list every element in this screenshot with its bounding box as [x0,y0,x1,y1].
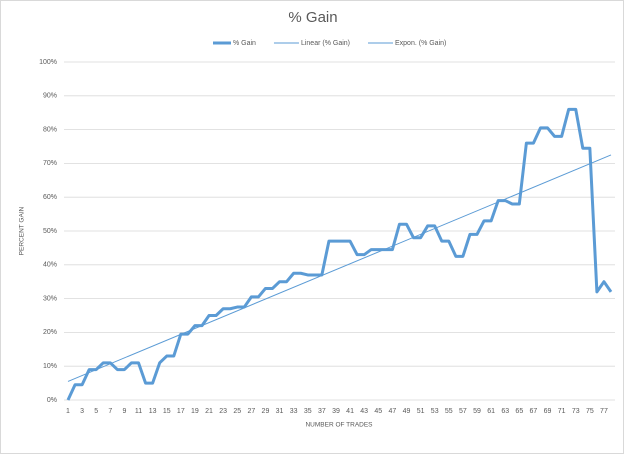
x-tick-label: 5 [94,408,98,415]
x-tick-label: 19 [191,408,199,415]
x-tick-label: 45 [374,408,382,415]
x-tick-label: 13 [149,408,157,415]
y-tick-label: 10% [43,363,57,370]
x-tick-label: 61 [487,408,495,415]
x-tick-label: 43 [360,408,368,415]
x-tick-label: 77 [600,408,608,415]
x-tick-label: 21 [205,408,213,415]
y-tick-label: 30% [43,295,57,302]
x-tick-label: 37 [318,408,326,415]
y-tick-label: 100% [39,59,57,66]
x-tick-label: 3 [80,408,84,415]
data-line [66,107,613,401]
y-tick-label: 70% [43,160,57,167]
x-tick-label: 1 [66,408,70,415]
x-tick-label: 55 [445,408,453,415]
y-tick-label: 20% [43,329,57,336]
x-tick-label: 75 [586,408,594,415]
x-tick-label: 49 [403,408,411,415]
x-tick-label: 23 [219,408,227,415]
x-tick-label: 39 [332,408,340,415]
x-tick-label: 35 [304,408,312,415]
x-tick-label: 41 [346,408,354,415]
x-tick-label: 63 [501,408,509,415]
x-tick-label: 73 [572,408,580,415]
x-tick-label: 25 [233,408,241,415]
chart-title: % Gain [288,9,337,26]
x-tick-label: 31 [276,408,284,415]
x-tick-label: 53 [431,408,439,415]
x-tick-label: 57 [459,408,467,415]
x-tick-label: 47 [388,408,396,415]
legend-label: Expon. (% Gain) [395,40,446,47]
x-tick-label: 51 [417,408,425,415]
x-tick-label: 11 [135,408,142,415]
x-tick-label: 33 [290,408,298,415]
x-tick-label: 17 [177,408,185,415]
y-tick-label: 60% [43,194,57,201]
trendline [67,154,612,382]
legend-label: % Gain [233,40,256,47]
y-tick-label: 80% [43,126,57,133]
x-tick-label: 69 [544,408,552,415]
y-tick-label: 50% [43,228,57,235]
x-tick-label: 29 [262,408,270,415]
x-tick-label: 9 [122,408,126,415]
y-tick-label: 0% [47,397,57,404]
x-tick-label: 15 [163,408,171,415]
x-tick-label: 71 [558,408,566,415]
x-tick-label: 7 [108,408,112,415]
y-tick-label: 90% [43,93,57,100]
legend-label: Linear (% Gain) [301,40,350,47]
y-axis-title: PERCENT GAIN [19,206,26,255]
x-tick-label: 67 [530,408,538,415]
y-tick-label: 40% [43,262,57,269]
x-tick-label: 59 [473,408,481,415]
x-tick-label: 65 [515,408,523,415]
x-tick-label: 27 [247,408,255,415]
x-axis-title: NUMBER OF TRADES [305,422,373,429]
